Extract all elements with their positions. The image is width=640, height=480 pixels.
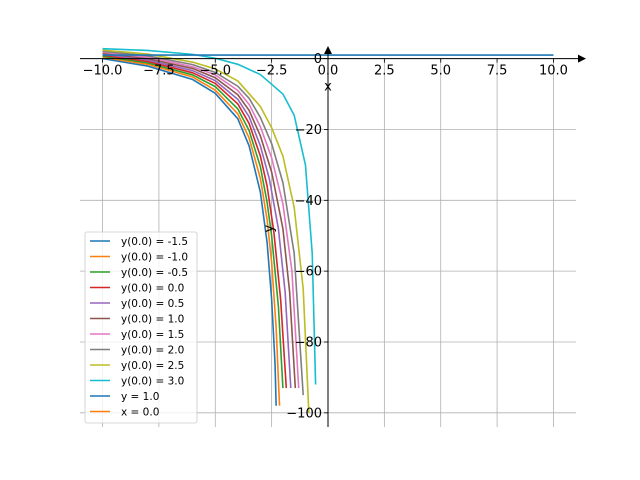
y-tick-label: −100 (286, 406, 322, 421)
y-axis-arrow-icon (324, 46, 332, 54)
y-axis-label: y (262, 224, 277, 232)
y-tick-label: −20 (295, 123, 322, 138)
legend-label: y(0.0) = 3.0 (121, 375, 184, 387)
axes (80, 46, 586, 427)
legend-label: y(0.0) = 0.5 (121, 298, 184, 310)
series-line-2 (102, 55, 284, 389)
x-tick-label: −5.0 (199, 64, 231, 79)
legend-label: y = 1.0 (121, 391, 159, 403)
series-line-4 (102, 53, 292, 389)
legend-label: y(0.0) = -1.0 (121, 251, 188, 263)
legend-label: y(0.0) = -1.5 (121, 236, 188, 248)
series-line-9 (102, 47, 317, 385)
x-tick-label: −7.5 (143, 64, 175, 79)
series-line-5 (102, 52, 297, 389)
y-tick-label: −60 (295, 265, 322, 280)
x-tick-label: 0.0 (318, 64, 339, 79)
x-axis-arrow-icon (578, 54, 586, 63)
legend: y(0.0) = -1.5 y(0.0) = -1.0 y(0.0) = -0.5 y… (84, 231, 198, 424)
series-layer (102, 47, 554, 413)
y-tick-label: −80 (295, 335, 322, 350)
legend-label: y(0.0) = 1.0 (121, 313, 184, 325)
series-line-3 (102, 54, 288, 389)
legend-label: x = 0.0 (121, 406, 159, 418)
legend-label: y(0.0) = 2.0 (121, 344, 184, 356)
x-tick-label: −10.0 (83, 64, 123, 79)
legend-label: y(0.0) = 2.5 (121, 360, 184, 372)
series-line-7 (102, 50, 304, 396)
series-line-0 (102, 57, 277, 406)
x-tick-label: 7.5 (487, 64, 508, 79)
series-line-8 (102, 49, 310, 413)
series-line-1 (102, 56, 281, 406)
series-line-6 (102, 51, 300, 389)
legend-box (84, 231, 198, 424)
legend-label: y(0.0) = 0.0 (121, 282, 184, 294)
x-tick-label: 2.5 (374, 64, 395, 79)
x-tick-label: 5.0 (430, 64, 451, 79)
x-axis-label: x (324, 80, 332, 95)
y-tick-label: 0 (314, 52, 322, 67)
x-tick-label: −2.5 (256, 64, 288, 79)
legend-label: y(0.0) = -0.5 (121, 267, 188, 279)
x-tick-label: 10.0 (539, 64, 568, 79)
legend-label: y(0.0) = 1.5 (121, 329, 184, 341)
ticks: −10.0 −7.5 −5.0 −2.5 0.0 2.5 5.0 7.5 10.0 0 −20 −40… (83, 52, 568, 421)
y-tick-label: −40 (295, 194, 322, 209)
